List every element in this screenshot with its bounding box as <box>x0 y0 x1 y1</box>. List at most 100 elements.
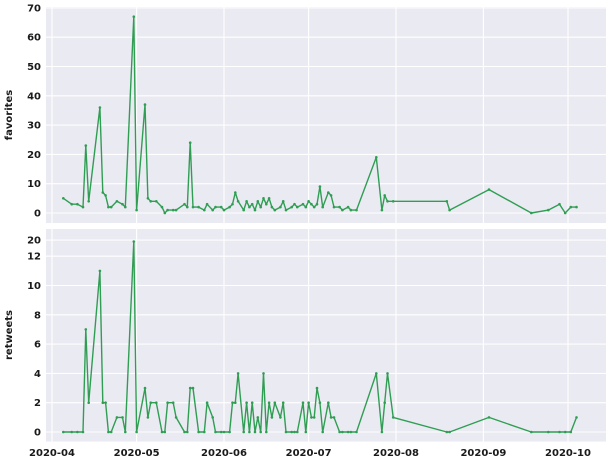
ytick-label-8-retweets: 8 <box>34 310 41 321</box>
data-point-retweets <box>329 416 333 419</box>
data-point-retweets <box>569 430 573 434</box>
data-point-retweets <box>109 430 113 434</box>
data-line-favorites <box>62 16 578 214</box>
data-point-favorites <box>547 208 550 212</box>
data-point-favorites <box>205 202 209 206</box>
xtick-label-2020-10: 2020-10 <box>545 448 591 459</box>
data-point-favorites <box>265 202 268 206</box>
ytick-label-0-retweets: 0 <box>34 428 41 439</box>
data-point-favorites <box>279 205 282 209</box>
ytick-label-6-retweets: 6 <box>34 340 41 351</box>
data-point-retweets <box>530 430 533 434</box>
data-point-retweets <box>171 401 175 405</box>
data-point-retweets <box>163 430 167 434</box>
data-point-retweets <box>166 401 169 405</box>
data-point-favorites <box>281 200 285 203</box>
data-point-retweets <box>248 430 251 434</box>
data-point-favorites <box>203 208 206 212</box>
data-point-favorites <box>349 208 353 212</box>
ytick-label-10-favorites: 10 <box>27 179 41 190</box>
data-point-retweets <box>149 401 152 405</box>
data-point-retweets <box>234 401 237 405</box>
data-point-favorites <box>262 197 265 200</box>
ytick-label-20-retweets: 20 <box>27 236 41 247</box>
xtick-label-2020-05: 2020-05 <box>114 448 160 459</box>
data-point-favorites <box>332 205 336 209</box>
data-point-favorites <box>98 106 102 109</box>
data-point-retweets <box>203 430 206 434</box>
data-point-retweets <box>124 430 127 434</box>
data-point-favorites <box>304 205 308 209</box>
xtick-label-2020-06: 2020-06 <box>201 448 247 459</box>
ytick-label-10-retweets: 10 <box>27 281 41 292</box>
data-point-retweets <box>222 430 226 434</box>
data-point-favorites <box>222 208 226 212</box>
data-point-retweets <box>270 416 274 419</box>
data-point-favorites <box>219 205 223 209</box>
data-point-retweets <box>558 430 561 434</box>
data-point-retweets <box>62 430 65 434</box>
data-point-favorites <box>391 200 395 203</box>
data-point-favorites <box>236 200 240 203</box>
data-point-retweets <box>197 430 200 434</box>
data-point-retweets <box>205 401 209 405</box>
data-point-retweets <box>236 372 240 375</box>
xtick-label-2020-09: 2020-09 <box>460 448 506 459</box>
data-point-retweets <box>383 401 387 405</box>
data-point-favorites <box>183 202 186 206</box>
data-point-retweets <box>250 401 254 405</box>
data-point-retweets <box>327 401 330 405</box>
data-point-retweets <box>301 401 305 405</box>
data-point-retweets <box>575 416 578 419</box>
data-point-favorites <box>380 208 384 212</box>
data-point-favorites <box>70 202 73 206</box>
data-point-retweets <box>101 401 105 405</box>
data-point-favorites <box>267 197 271 200</box>
ytick-label-0-favorites: 0 <box>34 209 41 220</box>
data-point-retweets <box>245 401 248 405</box>
data-point-favorites <box>160 205 164 209</box>
data-point-retweets <box>135 430 138 434</box>
data-point-retweets <box>312 416 316 419</box>
ytick-label-40-favorites: 40 <box>27 91 41 102</box>
data-point-retweets <box>121 416 124 419</box>
data-point-retweets <box>380 430 384 434</box>
data-point-favorites <box>228 205 231 209</box>
data-point-favorites <box>329 194 333 197</box>
data-point-favorites <box>146 197 150 200</box>
data-point-favorites <box>487 188 491 191</box>
data-point-favorites <box>250 202 254 206</box>
data-point-retweets <box>296 430 299 434</box>
data-point-retweets <box>293 430 296 434</box>
data-point-retweets <box>191 386 195 390</box>
data-point-favorites <box>81 205 85 209</box>
data-point-retweets <box>338 430 341 434</box>
xtick-label-2020-08: 2020-08 <box>373 448 419 459</box>
data-point-favorites <box>186 205 189 209</box>
data-point-retweets <box>307 401 310 405</box>
data-point-favorites <box>135 208 138 212</box>
data-point-retweets <box>391 416 395 419</box>
data-point-retweets <box>143 386 147 390</box>
data-point-favorites <box>211 208 214 212</box>
data-point-favorites <box>132 15 136 18</box>
data-point-retweets <box>290 430 294 434</box>
data-point-retweets <box>547 430 550 434</box>
data-point-favorites <box>107 205 110 209</box>
data-point-favorites <box>259 205 263 209</box>
data-point-retweets <box>228 430 231 434</box>
data-point-retweets <box>183 430 186 434</box>
data-point-retweets <box>214 430 217 434</box>
data-point-favorites <box>197 205 200 209</box>
data-point-favorites <box>155 200 158 203</box>
data-point-retweets <box>70 430 73 434</box>
data-point-retweets <box>332 416 336 419</box>
data-point-favorites <box>448 208 451 212</box>
data-point-favorites <box>214 205 217 209</box>
data-point-favorites <box>174 208 178 212</box>
data-point-retweets <box>318 401 322 405</box>
data-point-retweets <box>304 430 308 434</box>
data-point-favorites <box>318 185 322 188</box>
ytick-label-20-favorites: 20 <box>27 150 41 161</box>
